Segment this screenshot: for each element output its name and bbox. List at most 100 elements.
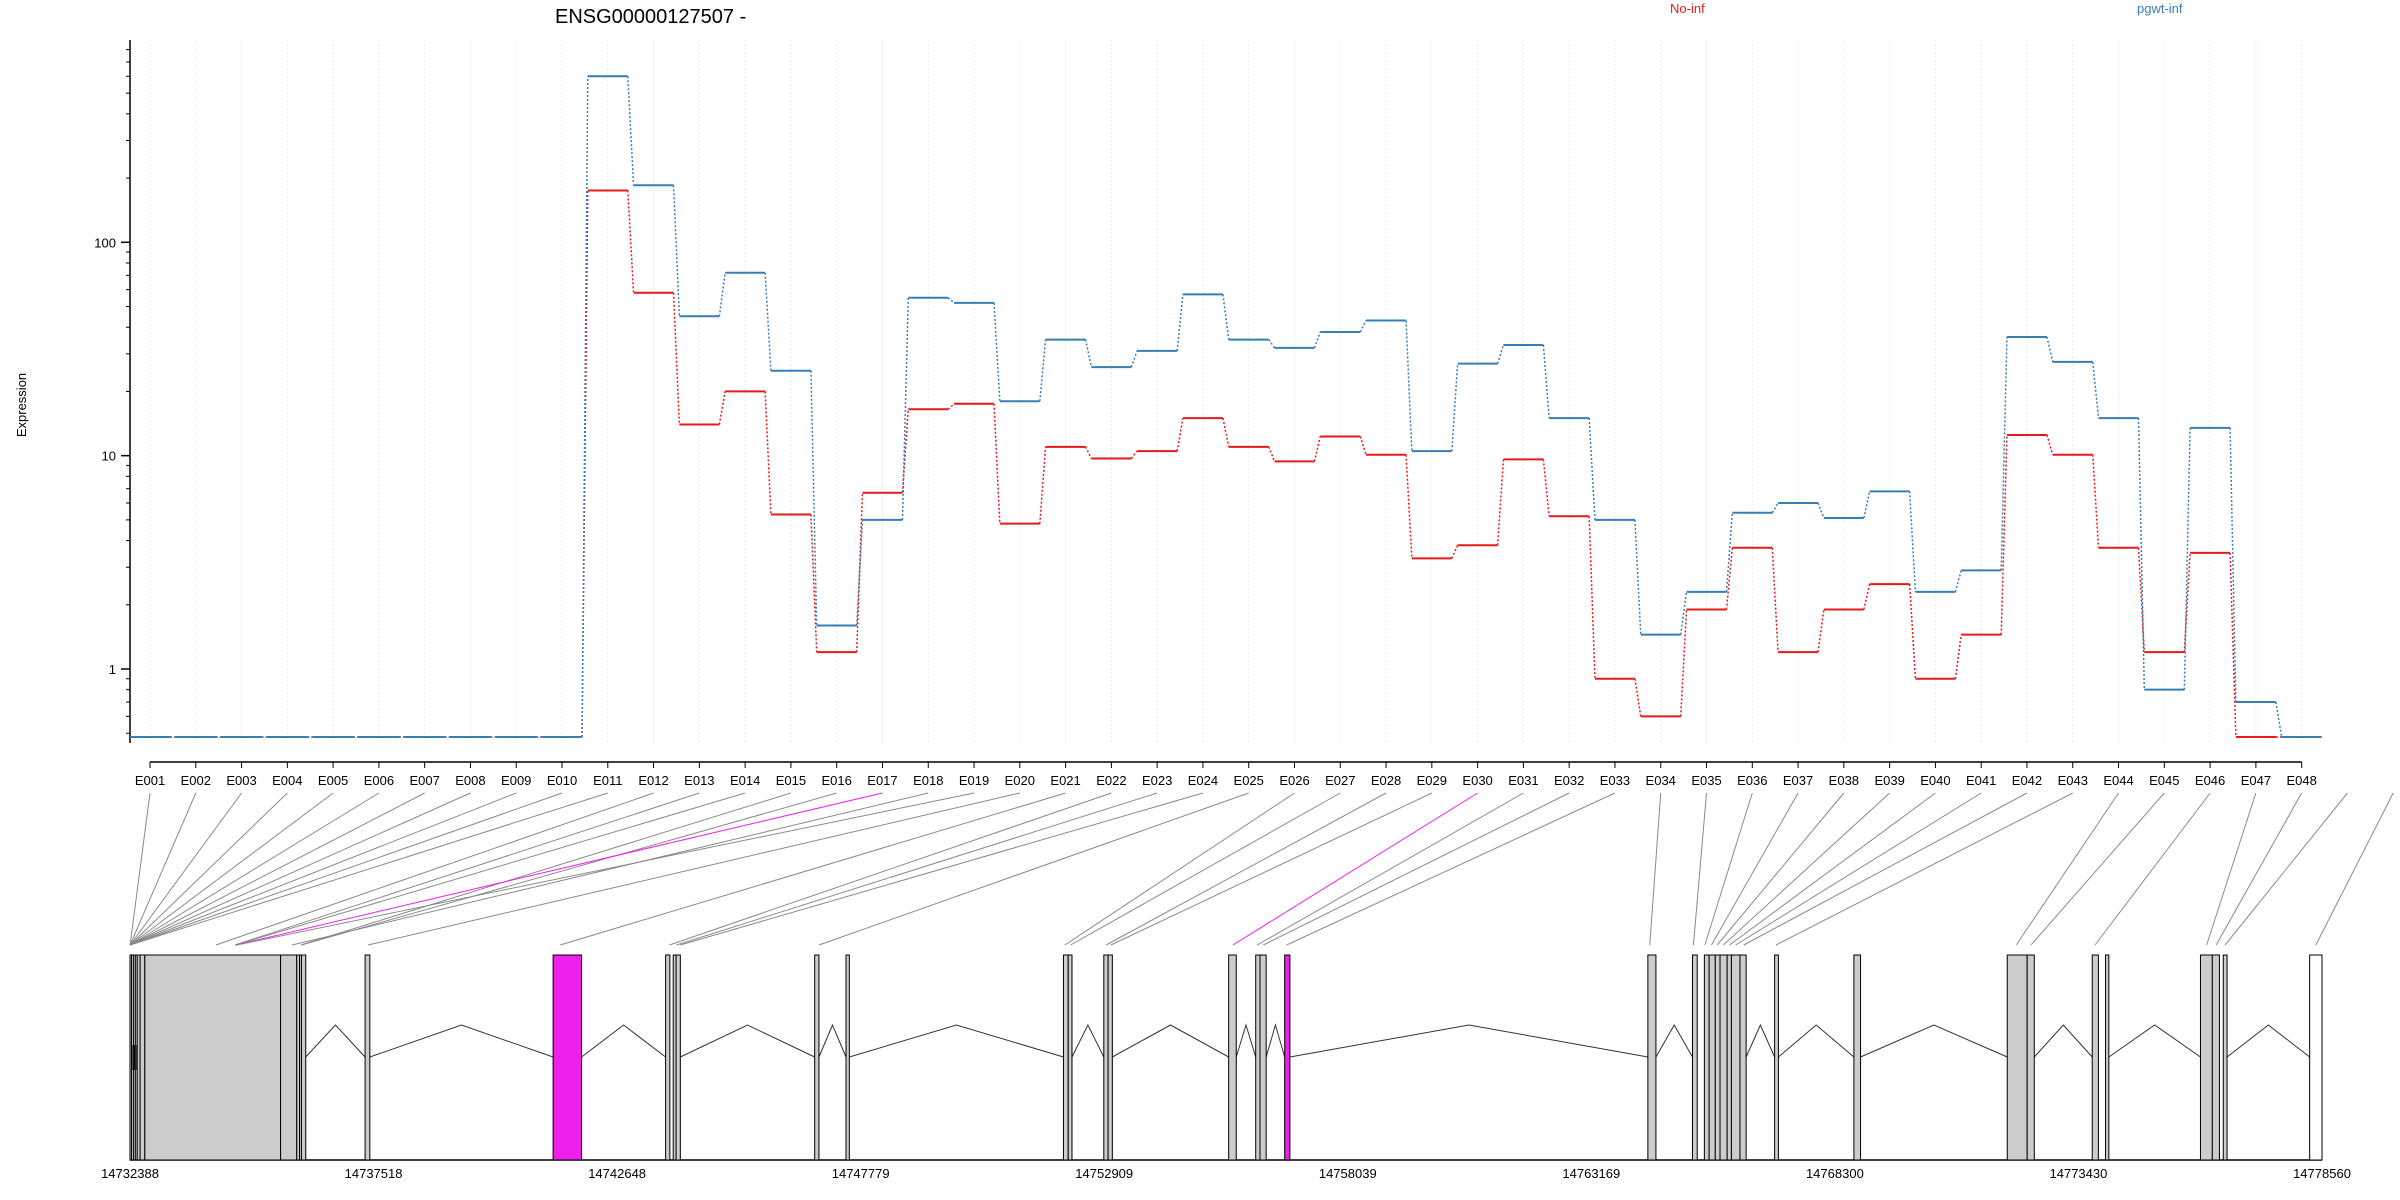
series-connector <box>1222 294 1230 340</box>
x-tick-label: E002 <box>181 773 211 788</box>
series-connector <box>1634 519 1642 635</box>
series-connector <box>1313 331 1321 349</box>
series-no-inf <box>130 189 2322 739</box>
exon <box>1255 954 1261 1161</box>
exon-connector <box>301 792 837 946</box>
x-tick-label: E009 <box>501 773 531 788</box>
x-tick-label: E003 <box>226 773 256 788</box>
exon <box>675 954 681 1161</box>
x-tick-label: E041 <box>1966 773 1996 788</box>
series-connector <box>2000 434 2008 635</box>
expression-series <box>130 75 2322 739</box>
exon <box>814 954 820 1161</box>
x-tick-label: E029 <box>1417 773 1447 788</box>
exon <box>665 954 671 1161</box>
genomic-coordinate-label: 14742648 <box>588 1166 646 1181</box>
series-pgwt-inf <box>130 75 2322 739</box>
intron <box>1655 1023 1693 1058</box>
series-connector <box>1908 584 1917 679</box>
exon-connector <box>1723 792 1890 946</box>
series-connector <box>1084 446 1093 459</box>
exon-connector <box>2094 792 2211 946</box>
x-tick-label: E028 <box>1371 773 1401 788</box>
exon-connector <box>676 792 1158 946</box>
x-tick-label: E042 <box>2012 773 2042 788</box>
exon-connector <box>129 792 563 946</box>
series-connector <box>2092 454 2100 548</box>
series-connector <box>581 76 589 738</box>
exon <box>1062 954 1069 1161</box>
genomic-coordinate-label: 14758039 <box>1319 1166 1377 1181</box>
exon-connector <box>1716 792 1845 946</box>
exon <box>2091 954 2099 1161</box>
x-tick-label: E011 <box>593 773 622 788</box>
intron <box>2033 1024 2093 1058</box>
exon-connector <box>1704 792 1753 946</box>
series-connector <box>1130 350 1138 368</box>
series-connector <box>1863 491 1871 519</box>
exon-connector <box>1070 792 1341 946</box>
series-connector <box>2183 552 2191 653</box>
exon-connector <box>367 792 1020 946</box>
series-connector <box>2092 361 2100 419</box>
intron <box>1289 1024 1648 1058</box>
series-connector <box>1222 417 1230 447</box>
intron <box>1745 1023 1776 1058</box>
exon-connector <box>2215 792 2303 946</box>
series-connector <box>1725 512 1734 592</box>
exon-connector <box>234 792 700 946</box>
y-tick-label: 100 <box>94 235 116 250</box>
x-tick-label: E046 <box>2195 773 2225 788</box>
series-connector <box>855 519 864 626</box>
exon <box>300 954 307 1161</box>
intron <box>1860 1024 2008 1058</box>
exon-connector <box>129 792 334 946</box>
series-connector <box>1817 502 1825 519</box>
series-connector <box>947 403 955 410</box>
series-connector <box>1405 454 1413 559</box>
y-axis-label: Expression <box>14 373 29 437</box>
exon-connector <box>129 792 425 946</box>
exon <box>1774 954 1779 1161</box>
series-connector <box>1130 450 1138 459</box>
series-connector <box>993 302 1001 402</box>
x-tick-label: E020 <box>1005 773 1035 788</box>
vertical-gridlines <box>149 40 2303 743</box>
series-connector <box>1679 609 1688 717</box>
exon <box>1726 954 1732 1161</box>
exon <box>1107 954 1113 1161</box>
intron <box>1235 1023 1257 1058</box>
intron <box>1071 1023 1105 1058</box>
exon <box>364 954 371 1161</box>
x-tick-label: E031 <box>1508 773 1538 788</box>
x-tick-label: E048 <box>2286 773 2316 788</box>
exon <box>1719 954 1728 1161</box>
genomic-coordinate-label: 14763169 <box>1562 1166 1620 1181</box>
exon-connector <box>1256 792 1524 946</box>
intron <box>369 1024 554 1058</box>
exon-connector <box>234 792 746 946</box>
x-tick-label: E026 <box>1279 773 1309 788</box>
exon-connector <box>300 792 792 946</box>
x-tick-label: E015 <box>776 773 806 788</box>
series-connector <box>627 190 635 293</box>
exon-connector <box>1711 792 1799 946</box>
x-tick-label: E044 <box>2103 773 2133 788</box>
series-connector <box>1084 339 1093 368</box>
exon-connector <box>129 792 608 946</box>
series-connector <box>2275 701 2283 738</box>
x-tick-label: E033 <box>1600 773 1630 788</box>
series-connector <box>1039 446 1047 524</box>
series-connector <box>2229 552 2237 738</box>
exon-connector <box>2030 792 2165 946</box>
series-connector <box>1908 491 1917 592</box>
series-connector <box>1771 502 1779 514</box>
series-connector <box>672 292 681 425</box>
series-connector <box>1039 339 1047 402</box>
genomic-coordinate-label: 14773430 <box>2050 1166 2108 1181</box>
series-connector <box>1405 320 1413 452</box>
series-connector <box>2229 427 2237 703</box>
series-connector <box>1634 678 1642 717</box>
exon <box>845 954 850 1161</box>
